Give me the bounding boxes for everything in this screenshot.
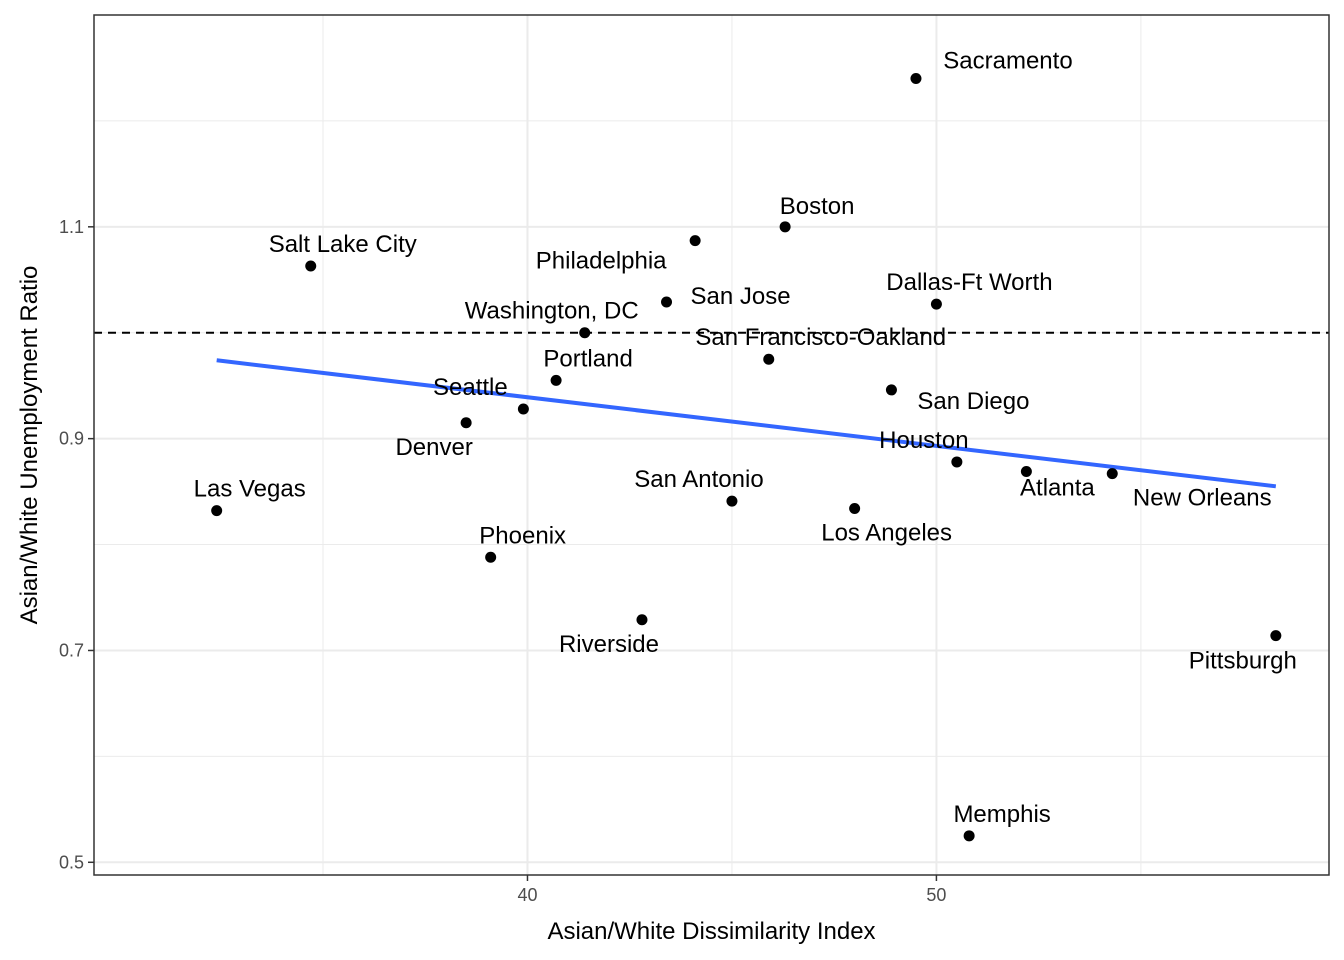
y-tick-label: 0.7 [59, 640, 84, 660]
point-label: Seattle [433, 374, 508, 401]
trend-line [216, 358, 1277, 489]
point-label: Denver [395, 434, 472, 461]
point-label: Riverside [559, 631, 659, 658]
data-point [689, 235, 701, 247]
data-point [485, 551, 497, 563]
point-label: Phoenix [479, 522, 566, 549]
data-point [517, 403, 529, 415]
point-label: San Diego [917, 388, 1029, 415]
data-point [1106, 468, 1118, 480]
data-point [779, 221, 791, 233]
data-points [211, 73, 1282, 842]
data-point [951, 456, 963, 468]
data-point [1270, 630, 1282, 642]
data-point [550, 374, 562, 386]
y-tick-label: 0.9 [59, 429, 84, 449]
data-point [579, 327, 591, 339]
x-tick-label: 40 [517, 885, 537, 905]
point-label: Houston [879, 427, 968, 454]
data-point [726, 495, 738, 507]
point-label: Sacramento [943, 48, 1072, 75]
x-axis-title: Asian/White Dissimilarity Index [547, 918, 875, 945]
trend-line-group [216, 358, 1277, 489]
y-tick-label: 1.1 [59, 217, 84, 237]
point-label: San Antonio [634, 466, 763, 493]
data-point [211, 505, 223, 517]
point-label: Boston [780, 193, 855, 220]
point-label: Atlanta [1020, 474, 1095, 501]
data-point [763, 353, 775, 365]
point-label: San Francisco-Oakland [695, 324, 946, 351]
x-axis: 40 50 [517, 875, 946, 905]
point-label: Portland [543, 345, 632, 372]
y-axis: 0.5 0.7 0.9 1.1 [59, 217, 94, 872]
point-label: Philadelphia [536, 248, 667, 275]
data-point [661, 296, 673, 308]
data-point [963, 830, 975, 842]
panel-border [93, 14, 1330, 876]
data-point [305, 260, 317, 272]
data-point [910, 73, 922, 85]
point-label: Washington, DC [465, 298, 639, 325]
data-point [1020, 465, 1032, 477]
point-label: New Orleans [1133, 485, 1272, 512]
x-tick-label: 50 [926, 885, 946, 905]
point-labels: Sacramento Boston Philadelphia Salt Lake Ci… [194, 48, 1297, 828]
grid [94, 15, 1329, 875]
point-label: San Jose [690, 283, 790, 310]
data-point [885, 384, 897, 396]
point-label: Memphis [953, 801, 1050, 828]
point-label: Dallas-Ft Worth [886, 269, 1052, 296]
point-label: Las Vegas [194, 476, 306, 503]
y-axis-title: Asian/White Unemployment Ratio [16, 266, 43, 625]
data-point [636, 614, 648, 626]
point-label: Pittsburgh [1189, 648, 1297, 675]
point-label: Los Angeles [821, 520, 952, 547]
data-point [460, 417, 472, 429]
data-point [930, 298, 942, 310]
y-tick-label: 0.5 [59, 852, 84, 872]
data-point [849, 503, 861, 515]
point-label: Salt Lake City [269, 231, 417, 258]
